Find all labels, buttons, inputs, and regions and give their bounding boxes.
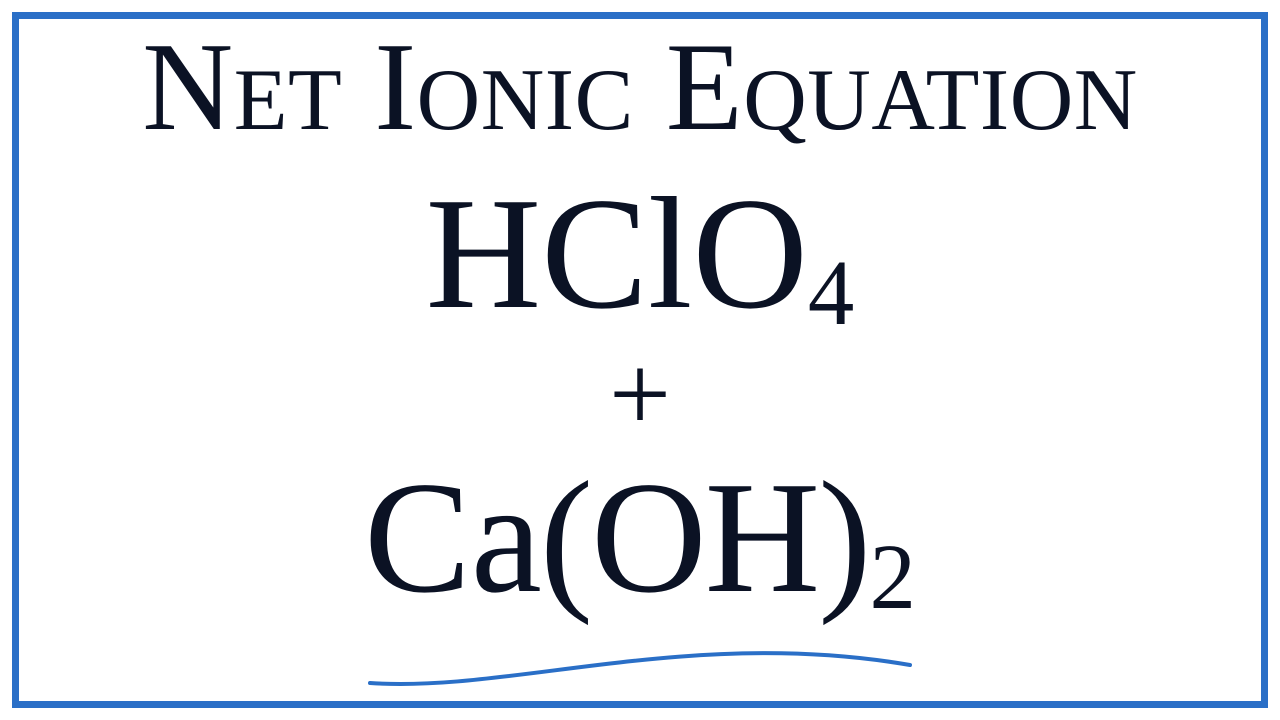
reactant-1-subscript: 4 [808, 245, 854, 342]
card-content: Net Ionic Equation HClO4 + Ca(OH)2 [19, 19, 1261, 701]
reaction-formula: HClO4 + Ca(OH)2 [364, 169, 916, 621]
equation-card: Net Ionic Equation HClO4 + Ca(OH)2 [12, 12, 1268, 708]
card-title: Net Ionic Equation [142, 25, 1138, 151]
reactant-1: HClO4 [426, 169, 855, 337]
reactant-2-rest: a(OH) [471, 453, 870, 621]
plus-operator: + [609, 339, 671, 449]
reactant-1-base: HClO [426, 169, 808, 337]
swoosh-path [370, 653, 910, 684]
underline-swoosh-icon [360, 635, 920, 695]
reactant-2-subscript: 2 [869, 529, 915, 626]
reactant-2-prefix: C [364, 453, 471, 621]
reactant-2: Ca(OH)2 [364, 453, 916, 621]
